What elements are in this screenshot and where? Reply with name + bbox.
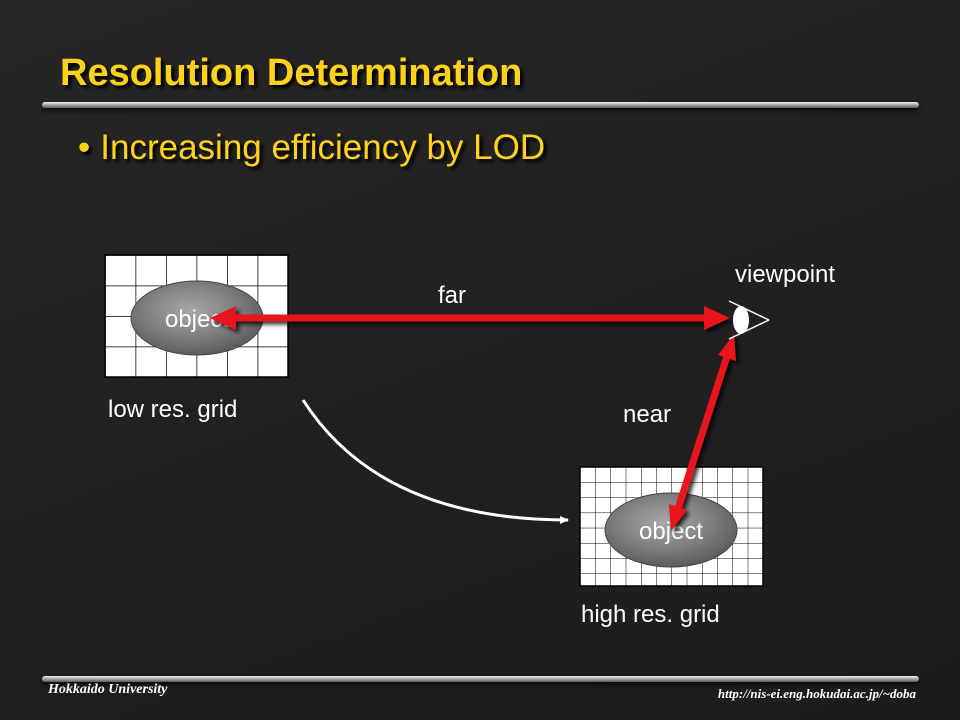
footer-url: http://nis-ei.eng.hokudai.ac.jp/~doba [717,686,916,701]
transition-arrow [301,399,569,524]
viewpoint-label: viewpoint [735,261,835,288]
bullet-dot: • [78,128,91,167]
near-label: near [623,401,671,428]
footer-institution: Hokkaido University [48,682,168,697]
near-arrow [669,334,736,531]
far-arrow [210,306,730,330]
bullet-text: Increasing efficiency by LOD [100,128,546,167]
far-label: far [438,282,466,309]
title-divider [42,102,919,108]
eye-icon [728,300,770,340]
bullet-item: • Increasing efficiency by LOD [78,128,545,168]
footer-divider [42,676,919,682]
high-res-grid-label: high res. grid [581,601,720,628]
low-res-grid-label: low res. grid [108,396,237,423]
slide-title: Resolution Determination [60,52,523,94]
